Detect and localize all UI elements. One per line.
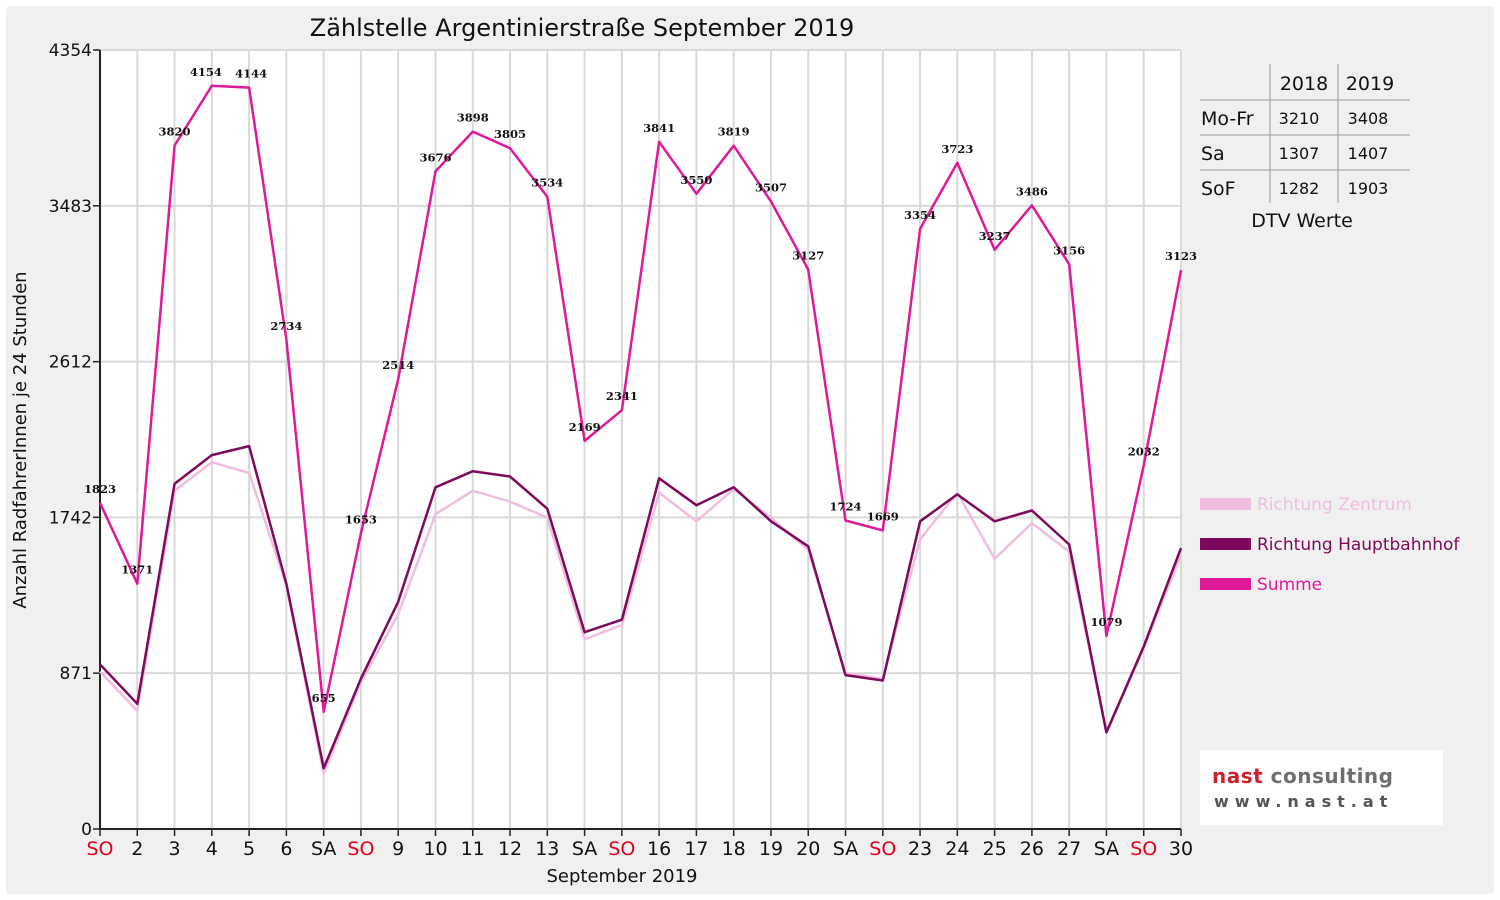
data-label: 4144 <box>235 67 267 81</box>
data-label: 3534 <box>531 176 563 190</box>
x-tick-label: 23 <box>908 838 932 860</box>
data-label: 2169 <box>569 420 601 434</box>
table-cell-2018: 1282 <box>1279 179 1320 198</box>
x-tick-label: SO <box>347 838 374 860</box>
data-label: 3127 <box>792 249 824 263</box>
table-header-2019: 2019 <box>1346 73 1394 95</box>
data-label: 3819 <box>718 125 750 139</box>
data-label: 1653 <box>345 512 377 526</box>
legend-swatch <box>1200 578 1251 590</box>
table-cell-2018: 1307 <box>1279 144 1320 163</box>
data-label: 2032 <box>1128 444 1160 458</box>
data-label: 2341 <box>606 389 638 403</box>
table-cell-2019: 1407 <box>1348 144 1389 163</box>
data-label: 3676 <box>419 150 451 164</box>
y-tick-label: 4354 <box>49 41 92 61</box>
logo-wordmark: nast consulting <box>1212 764 1393 788</box>
x-tick-label: 6 <box>280 838 292 860</box>
table-cell-2019: 1903 <box>1348 179 1389 198</box>
x-tick-label: SO <box>608 838 635 860</box>
x-tick-label: SA <box>833 838 858 860</box>
table-cell-2018: 3210 <box>1279 109 1320 128</box>
x-tick-label: 16 <box>647 838 671 860</box>
x-tick-label: 25 <box>983 838 1007 860</box>
data-label: 3123 <box>1165 249 1197 263</box>
x-tick-label: SO <box>869 838 896 860</box>
data-label: 3841 <box>643 121 675 135</box>
data-label: 4154 <box>190 65 222 79</box>
series-line-richtung-hauptbahnhof <box>99 444 1183 770</box>
logo-brand-second: consulting <box>1270 764 1394 788</box>
table-row-label: Mo-Fr <box>1201 108 1254 130</box>
x-tick-label: 5 <box>243 838 255 860</box>
data-label: 3486 <box>1016 184 1048 198</box>
y-tick-label: 2612 <box>49 353 92 373</box>
data-label: 3550 <box>680 173 712 187</box>
x-tick-label: SO <box>86 838 113 860</box>
x-tick-label: 27 <box>1057 838 1081 860</box>
table-caption: DTV Werte <box>1251 210 1353 232</box>
x-tick-label: SA <box>1094 838 1119 860</box>
x-tick-label: 2 <box>131 838 143 860</box>
x-tick-label: 4 <box>206 838 218 860</box>
x-tick-label: 20 <box>796 838 820 860</box>
data-label: 3898 <box>457 111 489 125</box>
x-tick-label: 12 <box>498 838 522 860</box>
legend-swatch <box>1200 538 1251 550</box>
nast-consulting-logo: nast consulting www.nast.at <box>1200 750 1443 825</box>
x-tick-label: 30 <box>1169 838 1193 860</box>
x-tick-label: 10 <box>423 838 447 860</box>
x-tick-label: 11 <box>461 838 485 860</box>
y-tick-label: 1742 <box>49 508 92 528</box>
logo-url: www.nast.at <box>1214 792 1394 811</box>
x-axis-label: September 2019 <box>546 866 697 887</box>
data-label: 1724 <box>830 500 862 514</box>
data-label: 2734 <box>270 319 302 333</box>
legend-swatch <box>1200 498 1251 510</box>
data-label: 3237 <box>979 229 1011 243</box>
data-label: 2514 <box>382 358 414 372</box>
x-tick-label: 18 <box>722 838 746 860</box>
chart-title: Zählstelle Argentinierstraße September 2… <box>310 14 854 42</box>
series-line-richtung-zentrum <box>99 460 1183 775</box>
data-label: 3820 <box>159 125 191 139</box>
plot-area <box>100 50 1181 829</box>
x-tick-label: 19 <box>759 838 783 860</box>
x-tick-label: 17 <box>684 838 708 860</box>
data-label: 1371 <box>121 563 153 577</box>
legend-label: Summe <box>1257 575 1322 595</box>
x-tick-label: 13 <box>535 838 559 860</box>
logo-brand-first: nast <box>1212 764 1264 788</box>
y-tick-label: 0 <box>81 820 92 840</box>
y-axis-label: Anzahl RadfahrerInnen je 24 Stunden <box>10 271 31 608</box>
data-label: 1079 <box>1090 615 1122 629</box>
data-label: 3805 <box>494 127 526 141</box>
x-tick-label: SO <box>1130 838 1157 860</box>
data-label: 1823 <box>84 482 116 496</box>
data-label: 3723 <box>941 142 973 156</box>
data-label: 3507 <box>755 181 787 195</box>
table-row-label: SoF <box>1201 178 1236 200</box>
data-label: 3156 <box>1053 243 1085 257</box>
x-tick-label: 26 <box>1020 838 1044 860</box>
y-tick-label: 871 <box>60 664 92 684</box>
legend-label: Richtung Zentrum <box>1257 495 1412 515</box>
data-label: 1669 <box>867 509 899 523</box>
y-tick-label: 3483 <box>49 197 92 217</box>
x-tick-label: SA <box>572 838 597 860</box>
data-label: 655 <box>312 691 336 705</box>
legend-label: Richtung Hauptbahnhof <box>1257 535 1460 555</box>
data-label: 3354 <box>904 208 936 222</box>
x-tick-label: 9 <box>392 838 404 860</box>
table-row-label: Sa <box>1201 143 1225 165</box>
series-line-summe <box>98 84 1183 714</box>
table-header-2018: 2018 <box>1280 73 1328 95</box>
x-tick-label: 3 <box>169 838 181 860</box>
table-cell-2019: 3408 <box>1348 109 1389 128</box>
x-tick-label: 24 <box>945 838 969 860</box>
x-tick-label: SA <box>311 838 336 860</box>
